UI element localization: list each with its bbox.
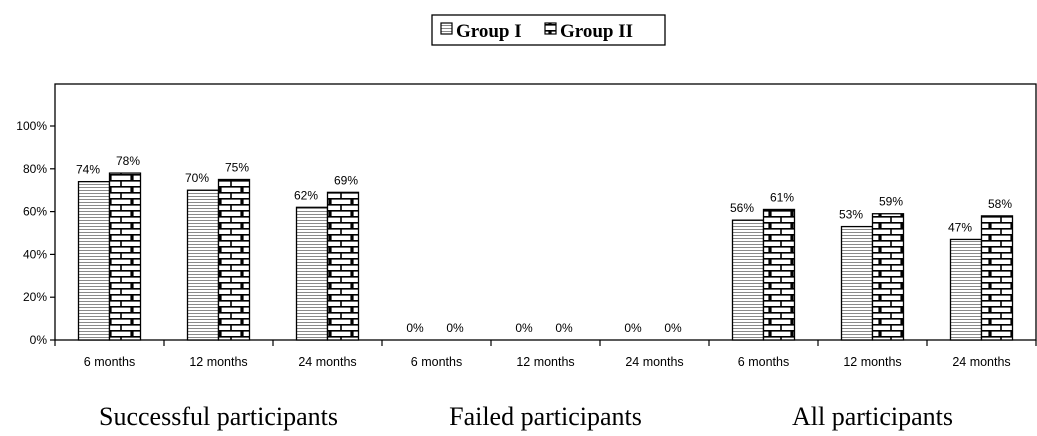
bar-series-1 (186, 189, 220, 341)
data-label-series-2: 0% (664, 321, 682, 335)
legend-border (431, 14, 666, 46)
data-label-series-1: 70% (185, 171, 209, 185)
legend-item-group-2: Group II (544, 21, 633, 42)
legend-label-group-1: Group I (456, 21, 522, 42)
y-tick-label: 20% (23, 290, 47, 304)
bar-series-1 (731, 219, 765, 341)
group-label: Successful participants (99, 402, 338, 431)
x-tick-label: 24 months (625, 355, 683, 369)
data-label-series-2: 58% (988, 197, 1012, 211)
x-tick-label: 24 months (298, 355, 356, 369)
group-label: Failed participants (449, 402, 642, 431)
data-label-series-2: 0% (555, 321, 573, 335)
data-label-series-1: 62% (294, 188, 318, 202)
bar-series-1 (295, 206, 329, 341)
x-tick-label: 6 months (411, 355, 462, 369)
bar-series-2 (762, 208, 796, 341)
data-label-series-1: 74% (76, 163, 100, 177)
x-tick-label: 12 months (516, 355, 574, 369)
bar-series-2 (871, 213, 905, 341)
y-tick-label: 100% (16, 119, 47, 133)
y-axis: 0% 20% 40% 60% 80% 100% (16, 119, 55, 347)
bar-series-1 (840, 225, 874, 341)
y-tick-label: 0% (30, 333, 48, 347)
data-label-series-1: 56% (730, 201, 754, 215)
data-label-series-2: 0% (446, 321, 464, 335)
legend: Group I Group II (431, 14, 666, 46)
x-tick-label: 6 months (738, 355, 789, 369)
data-label-series-1: 0% (406, 321, 424, 335)
data-label-series-2: 78% (116, 154, 140, 168)
y-tick-label: 60% (23, 205, 47, 219)
y-tick-label: 80% (23, 162, 47, 176)
x-tick-label: 6 months (84, 355, 135, 369)
data-label-series-1: 0% (624, 321, 642, 335)
x-tick-label: 24 months (952, 355, 1010, 369)
bar-series-2 (217, 178, 251, 341)
x-axis: 6 months 12 months 24 months 6 months 12 mon… (54, 340, 1037, 369)
bar-series-2 (108, 172, 142, 341)
legend-swatch-group-1 (440, 22, 453, 35)
data-labels: 74% 78% 70% 75% 62% 69% 0% 0% 0% 0% 0% 0% 56% 61% 53% 5… (76, 154, 1012, 335)
data-label-series-1: 53% (839, 208, 863, 222)
legend-label-group-2: Group II (560, 21, 633, 42)
data-label-series-1: 47% (948, 220, 972, 234)
bar-series-2 (326, 191, 360, 341)
x-tick-label: 12 months (189, 355, 247, 369)
x-tick-label: 12 months (843, 355, 901, 369)
group-labels: Successful participants Failed participan… (99, 402, 953, 431)
data-label-series-1: 0% (515, 321, 533, 335)
bars (77, 172, 1014, 341)
legend-swatch-group-2 (544, 22, 557, 35)
y-tick-label: 40% (23, 247, 47, 261)
bar-series-1 (77, 180, 111, 341)
data-label-series-2: 59% (879, 195, 903, 209)
data-label-series-2: 69% (334, 173, 358, 187)
bar-series-1 (949, 238, 983, 341)
data-label-series-2: 75% (225, 161, 249, 175)
data-label-series-2: 61% (770, 190, 794, 204)
bar-series-2 (980, 215, 1014, 341)
group-label: All participants (792, 402, 953, 431)
legend-item-group-1: Group I (440, 21, 522, 42)
